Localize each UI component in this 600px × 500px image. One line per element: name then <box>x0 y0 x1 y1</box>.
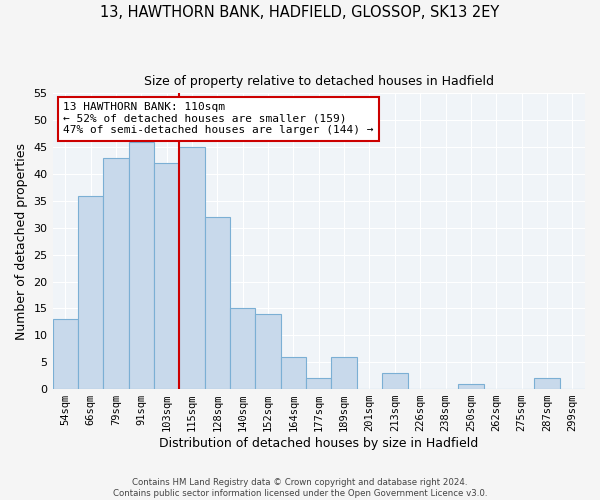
Title: Size of property relative to detached houses in Hadfield: Size of property relative to detached ho… <box>144 75 494 88</box>
Text: Contains HM Land Registry data © Crown copyright and database right 2024.
Contai: Contains HM Land Registry data © Crown c… <box>113 478 487 498</box>
Bar <box>179 147 205 389</box>
Bar <box>331 357 357 389</box>
Bar <box>256 314 281 389</box>
Bar <box>78 196 103 389</box>
Bar <box>382 373 407 389</box>
Bar <box>306 378 331 389</box>
Bar <box>281 357 306 389</box>
Y-axis label: Number of detached properties: Number of detached properties <box>15 142 28 340</box>
Text: 13, HAWTHORN BANK, HADFIELD, GLOSSOP, SK13 2EY: 13, HAWTHORN BANK, HADFIELD, GLOSSOP, SK… <box>100 5 500 20</box>
Bar <box>458 384 484 389</box>
Bar <box>103 158 128 389</box>
Bar <box>205 217 230 389</box>
Bar <box>534 378 560 389</box>
Bar <box>53 319 78 389</box>
Bar <box>230 308 256 389</box>
Bar <box>154 163 179 389</box>
X-axis label: Distribution of detached houses by size in Hadfield: Distribution of detached houses by size … <box>159 437 478 450</box>
Bar <box>128 142 154 389</box>
Text: 13 HAWTHORN BANK: 110sqm
← 52% of detached houses are smaller (159)
47% of semi-: 13 HAWTHORN BANK: 110sqm ← 52% of detach… <box>63 102 374 136</box>
